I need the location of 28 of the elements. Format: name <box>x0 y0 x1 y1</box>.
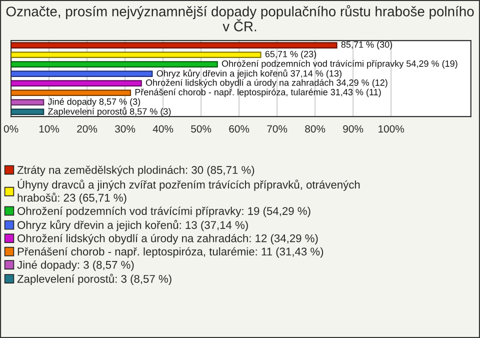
legend-label: Přenášení chorob - např. leptospiróza, tularémie: 11 (31,43 %) <box>18 247 324 258</box>
x-tick-label: 70% <box>267 125 288 133</box>
x-tick-label: 40% <box>152 125 174 133</box>
data-label: Přenášení chorob - např. leptospiróza, tularémie 31,43 % (11) <box>135 88 381 98</box>
data-label: Ohrožení podzemních vod trávícími přípravky 54,29 % (19) <box>222 60 458 69</box>
legend-label: Ohrožení lidských obydlí a úrody na zahradách: 12 (34,29 %) <box>18 234 318 244</box>
data-label: Ohryz kůry dřevin a jejich kořenů 37,14 % (13) <box>156 69 342 78</box>
chart-title: Označte, prosím nejvýznamnější dopady populačního růstu hraboše polního v ČR. <box>6 5 474 32</box>
legend-label: Jiné dopady: 3 (8,57 %) <box>17 260 134 271</box>
x-tick-label: 30% <box>115 125 136 133</box>
data-label: Ohrožení lidských obydlí a úrody na zahradách 34,29 % (12) <box>146 79 388 88</box>
legend-label: Zaplevelení porostů: 3 (8,57 %) <box>17 274 172 286</box>
legend-label: Úhyny dravců a jiných zvířat pozřením trávících přípravků, otrávených hrabošů: 23 (65,71 %) <box>18 178 360 204</box>
x-tick-label: 0% <box>4 125 18 133</box>
x-tick-label: 20% <box>77 125 98 133</box>
x-tick-label: 50% <box>191 125 212 133</box>
x-tick-label: 90% <box>343 125 364 133</box>
legend-label: Ohrožení podzemních vod trávícími přípravky: 19 (54,29 %) <box>18 206 310 218</box>
legend-label: Ztráty na zemědělských plodinách: 30 (85,71 %) <box>17 166 254 176</box>
x-tick-label: 10% <box>39 125 60 133</box>
x-tick-label: 100% <box>378 125 404 133</box>
data-label: 85,71 % (30) <box>341 41 392 50</box>
x-tick-label: 80% <box>305 125 326 133</box>
data-label: 65,71 % (23) <box>265 50 316 60</box>
legend-label: Ohryz kůry dřevin a jejich kořenů: 13 (37,14 %) <box>18 220 248 232</box>
x-tick-label: 60% <box>229 125 250 133</box>
data-label: Zaplevelení porostů 8,57 % (3) <box>48 107 171 116</box>
data-label: Jiné dopady 8,57 % (3) <box>48 98 140 107</box>
